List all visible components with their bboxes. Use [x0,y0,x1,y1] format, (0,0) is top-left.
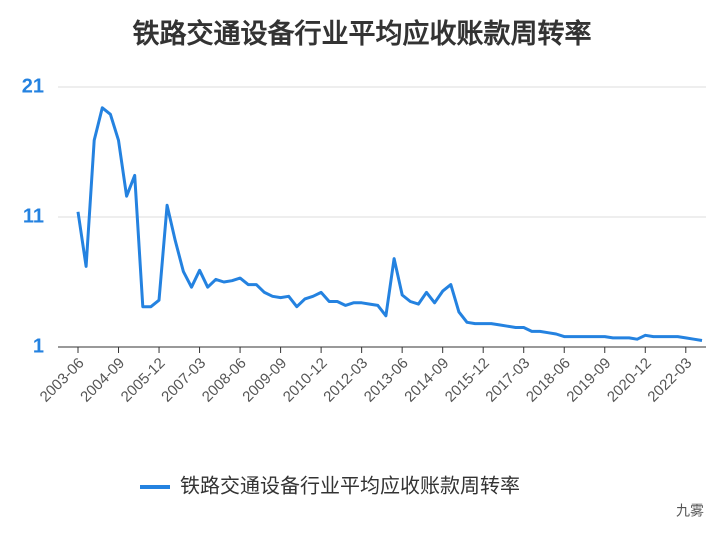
y-tick-label: 1 [33,335,44,357]
y-tick-label: 21 [22,75,44,97]
data-line [76,106,703,342]
legend-label: 铁路交通设备行业平均应收账款周转率 [180,474,520,497]
watermark: 九雾 [676,503,704,519]
chart-title: 铁路交通设备行业平均应收账款周转率 [133,18,592,49]
y-tick-label: 11 [23,205,44,227]
